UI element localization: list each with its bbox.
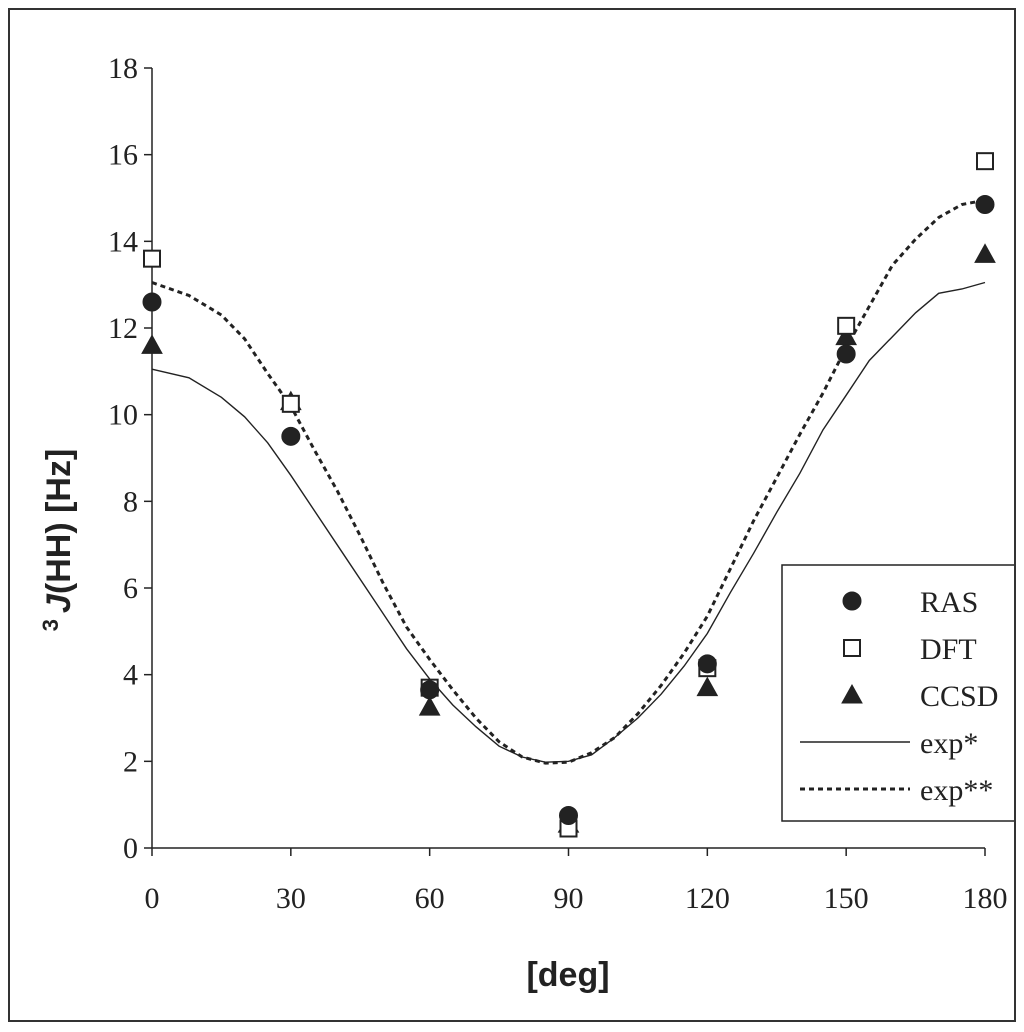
data-point-ccsd <box>141 334 163 354</box>
data-point-ras <box>836 344 856 364</box>
legend-label: DFT <box>920 633 977 666</box>
x-axis-label: [deg] <box>526 956 609 994</box>
x-tick-label: 120 <box>685 882 730 915</box>
y-axis-label-rest: (HH) [Hz] <box>40 449 78 594</box>
x-tick-label: 150 <box>824 882 869 915</box>
figure-frame: 0 2 4 6 8 10 12 14 16 18 0 30 60 90 120 150 180 RAS DFT CC… <box>8 8 1019 1022</box>
data-point-ras <box>142 292 162 312</box>
x-tick-label: 60 <box>415 882 445 915</box>
legend-label: exp* <box>920 727 978 760</box>
x-tick-label: 180 <box>963 882 1008 915</box>
data-point-ccsd <box>974 243 996 263</box>
data-point-ras <box>281 426 301 446</box>
data-point-dft <box>143 249 161 268</box>
y-tick-label: 8 <box>123 485 138 518</box>
y-axis-label-italic: J <box>40 593 78 613</box>
y-axis-label: 3 J(HH) [Hz] <box>38 449 78 632</box>
legend-label: CCSD <box>920 680 998 713</box>
legend-marker-dft <box>843 639 861 657</box>
series-layer <box>141 152 996 838</box>
y-axis-label-superscript: 3 <box>38 619 63 631</box>
y-tick-label: 6 <box>123 572 138 605</box>
data-point-ccsd <box>696 676 719 697</box>
legend: RAS DFT CCSD exp* exp** <box>781 564 1019 822</box>
legend-label: exp** <box>920 774 993 807</box>
y-tick-label: 0 <box>123 832 138 865</box>
data-point-ras <box>975 195 995 214</box>
data-point-dft <box>976 152 994 171</box>
y-tick-label: 10 <box>108 399 138 432</box>
y-tick-label: 16 <box>108 139 138 172</box>
data-point-dft <box>837 316 856 335</box>
data-point-ccsd <box>418 696 441 716</box>
legend-label: RAS <box>920 586 978 619</box>
data-point-ras <box>697 654 717 674</box>
legend-marker-ccsd <box>841 683 863 704</box>
x-tick-label: 0 <box>145 882 160 915</box>
data-point-ras <box>420 680 440 700</box>
x-tick-label: 30 <box>276 882 306 915</box>
y-tick-label: 14 <box>108 225 138 258</box>
y-tick-label: 2 <box>123 745 138 778</box>
y-tick-label: 12 <box>108 312 138 345</box>
x-tick-label: 90 <box>554 882 584 915</box>
data-point-dft <box>281 394 300 413</box>
y-tick-label: 4 <box>123 659 138 692</box>
y-tick-label: 18 <box>108 52 138 85</box>
legend-marker-ras <box>842 591 862 611</box>
data-point-ras <box>559 806 578 825</box>
y-axis-label-group: 3 J(HH) [Hz] <box>38 449 78 632</box>
